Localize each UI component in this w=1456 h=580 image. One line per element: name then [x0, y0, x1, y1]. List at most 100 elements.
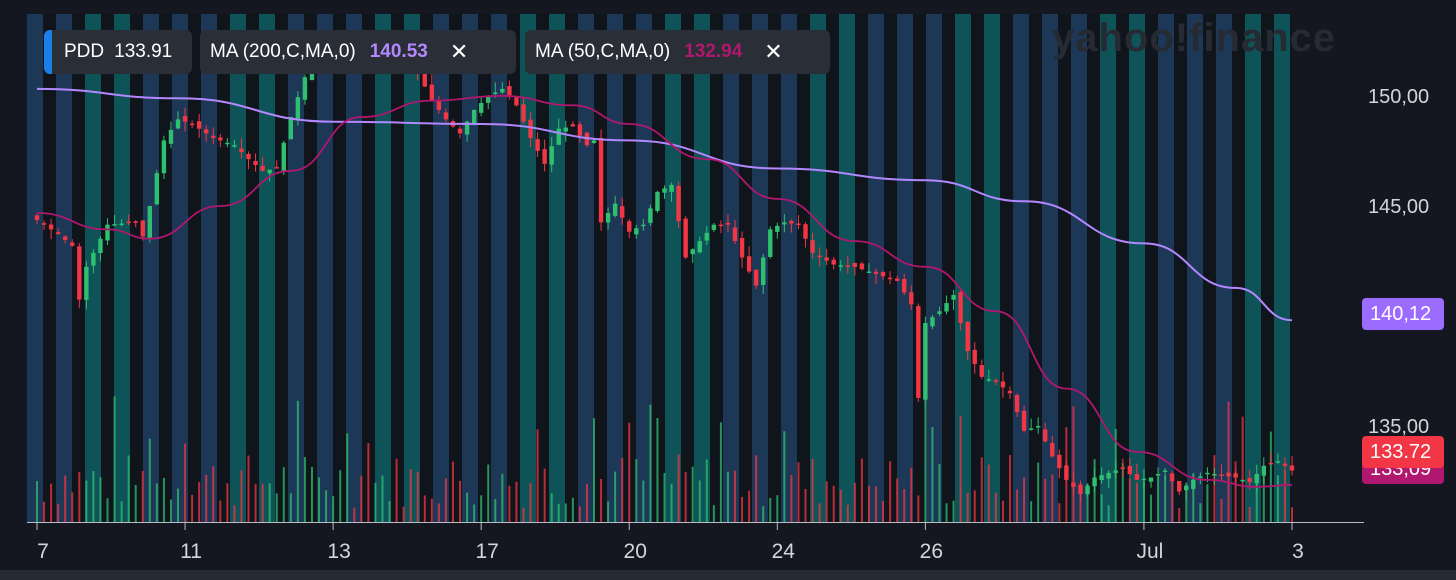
volume-bar: [663, 473, 666, 522]
session-band: [404, 14, 420, 522]
volume-bar: [466, 492, 469, 522]
session-band: [259, 14, 275, 522]
candle-body: [972, 349, 977, 364]
candle-body: [1254, 474, 1259, 484]
session-band: [839, 14, 855, 522]
candle-body: [549, 146, 554, 165]
ticker-price: 133.91: [114, 41, 173, 62]
volume-bar: [825, 481, 828, 522]
session-band: [114, 14, 130, 522]
candle-body: [288, 117, 294, 140]
volume-bar: [374, 482, 377, 522]
volume-bar: [875, 486, 878, 522]
x-tick-label: 24: [771, 540, 795, 563]
candle-body: [648, 208, 653, 223]
volume-bar: [734, 470, 737, 522]
volume-bar: [487, 464, 490, 522]
volume-bar: [889, 461, 892, 522]
candle-body: [739, 238, 745, 258]
volume-bar: [367, 443, 370, 522]
candle-body: [34, 215, 40, 221]
volume-bar: [1086, 483, 1089, 522]
volume-bar: [515, 481, 518, 522]
session-band: [288, 14, 304, 522]
volume-bar: [1058, 503, 1061, 522]
volume-bar: [275, 493, 278, 522]
candle-body: [1148, 477, 1154, 482]
volume-bar: [931, 426, 934, 522]
volume-bar: [635, 459, 638, 522]
ticker-symbol: PDD: [64, 41, 105, 62]
candle-body: [873, 271, 879, 274]
x-tick-label: 26: [919, 540, 944, 563]
candle-body: [1099, 475, 1104, 481]
legend-ticker[interactable]: PDD 133.91: [44, 30, 192, 74]
bottom-scrollbar[interactable]: [0, 570, 1456, 580]
candle-body: [817, 255, 822, 258]
x-tick-label: 3: [1292, 540, 1304, 563]
candle-body: [718, 224, 724, 227]
candle-body: [866, 271, 872, 274]
candle-body: [697, 241, 702, 253]
candle-body: [831, 259, 836, 265]
close-icon[interactable]: ✕: [449, 39, 469, 64]
volume-bar: [346, 433, 349, 522]
ma50-value: 132.94: [684, 41, 743, 62]
volume-bar: [325, 490, 328, 522]
volume-bar: [64, 475, 67, 522]
candle-body: [1247, 477, 1252, 483]
volume-bar: [296, 400, 299, 522]
volume-bar: [155, 483, 158, 522]
close-icon[interactable]: ✕: [764, 39, 783, 64]
candle-body: [1155, 474, 1161, 476]
volume-bar: [268, 483, 271, 522]
candle-body: [838, 265, 843, 267]
candle-body: [267, 169, 272, 174]
volume-bar: [205, 474, 208, 522]
volume-bar: [867, 485, 870, 522]
volume-bar: [621, 458, 624, 522]
session-band: [230, 14, 246, 522]
volume-bar: [1030, 501, 1033, 522]
session-band: [868, 14, 884, 522]
volume-bar: [388, 501, 391, 522]
session-band: [143, 14, 159, 522]
volume-bar: [1157, 476, 1160, 522]
candle-body: [676, 185, 681, 222]
candle-body: [993, 380, 999, 382]
legend-ma200[interactable]: MA (200,C,MA,0) 140.53 ✕: [200, 30, 516, 74]
volume-bar: [508, 485, 511, 522]
volume-bar: [261, 483, 264, 522]
candle-body: [1141, 478, 1147, 481]
session-band: [781, 14, 797, 522]
volume-bar: [1001, 500, 1004, 522]
ticker-color-bar: [44, 30, 52, 74]
session-band: [201, 14, 217, 522]
candle-body: [894, 278, 900, 281]
candle-body: [1184, 485, 1189, 491]
candle-body: [605, 212, 611, 223]
session-band: [607, 14, 623, 522]
candle-body: [810, 240, 815, 253]
session-band: [1013, 14, 1029, 522]
candle-body: [1007, 390, 1013, 394]
candle-body: [422, 71, 427, 87]
volume-bar: [522, 507, 525, 522]
candle-body: [944, 303, 949, 312]
candle-body: [1113, 470, 1118, 473]
candle-body: [161, 140, 167, 174]
volume-bar: [1178, 507, 1181, 522]
candle-body: [1176, 480, 1182, 492]
volume-bar: [1269, 431, 1272, 522]
candle-body: [986, 379, 992, 381]
session-band: [810, 14, 826, 522]
candle-body: [746, 256, 752, 272]
volume-bar: [381, 475, 384, 522]
volume-bar: [1051, 474, 1054, 522]
session-band: [375, 14, 391, 522]
legend-ma50[interactable]: MA (50,C,MA,0) 132.94 ✕: [525, 30, 830, 74]
candle-body: [1085, 485, 1090, 495]
candle-body: [1043, 429, 1048, 442]
